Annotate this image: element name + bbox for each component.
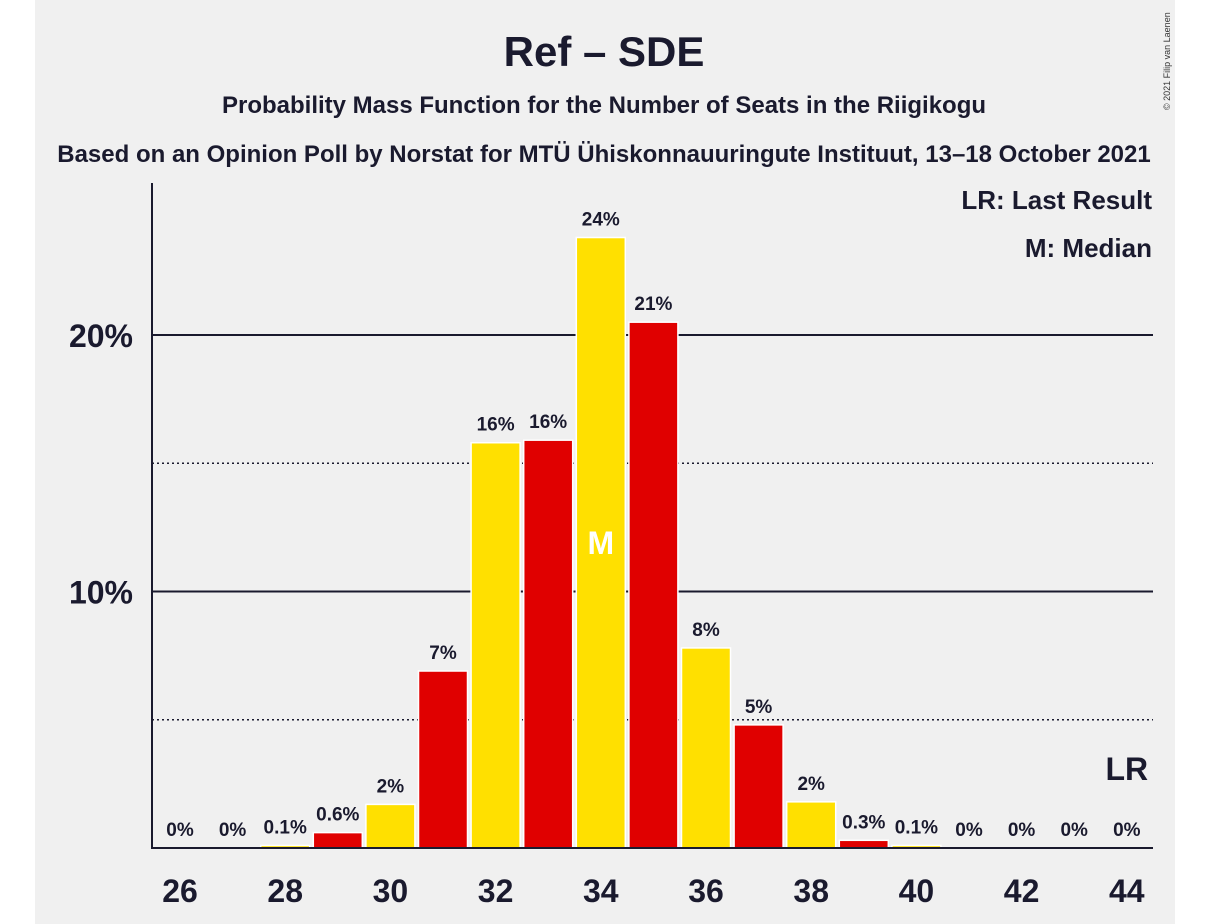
x-tick-label: 36 xyxy=(688,873,724,909)
bars: 0% 0% 0.1% 0.6% 2% 7% 16% 16% 24% M 21% 8% 5% 2% 0.3% 0… xyxy=(166,210,1148,849)
bar xyxy=(785,801,837,849)
data-label: 0.1% xyxy=(264,817,307,838)
x-tick-label: 30 xyxy=(373,873,409,909)
chart-title: Ref – SDE xyxy=(504,28,705,75)
data-label: 8% xyxy=(692,620,720,641)
last-result-marker: LR xyxy=(1105,751,1148,787)
data-label: 2% xyxy=(377,776,405,797)
bar xyxy=(312,831,364,849)
bar xyxy=(733,724,784,849)
y-tick-label: 10% xyxy=(69,575,133,611)
x-tick-label: 28 xyxy=(267,873,303,909)
data-label: 0% xyxy=(166,820,194,841)
data-label: 0% xyxy=(955,820,983,841)
y-tick-label: 20% xyxy=(69,318,133,354)
axes: 26 28 30 32 34 36 38 40 42 44 xyxy=(151,183,1153,909)
x-tick-label: 26 xyxy=(162,873,198,909)
x-tick-label: 38 xyxy=(793,873,829,909)
data-label: 0.3% xyxy=(842,812,885,833)
data-label: 21% xyxy=(634,294,672,315)
bar xyxy=(628,321,679,849)
bar xyxy=(575,236,627,849)
bar xyxy=(838,839,890,849)
bar xyxy=(522,439,574,849)
bar xyxy=(680,647,732,849)
legend-last-result: LR: Last Result xyxy=(961,185,1152,215)
x-tick-label: 40 xyxy=(899,873,935,909)
data-label: 0% xyxy=(219,820,247,841)
data-label: 0% xyxy=(1008,820,1036,841)
median-marker: M xyxy=(587,525,614,561)
data-label: 0.1% xyxy=(895,817,938,838)
bar xyxy=(470,441,521,849)
data-label: 16% xyxy=(477,415,515,436)
bar xyxy=(365,803,416,849)
chart-subtitle: Probability Mass Function for the Number… xyxy=(222,92,986,119)
data-label: 0% xyxy=(1060,820,1088,841)
bar xyxy=(417,670,469,849)
x-tick-label: 34 xyxy=(583,873,619,909)
data-label: 5% xyxy=(745,697,773,718)
data-label: 0% xyxy=(1113,820,1141,841)
data-label: 24% xyxy=(582,210,620,231)
data-label: 0.6% xyxy=(316,805,359,826)
data-label: 7% xyxy=(429,643,457,664)
chart-source: Based on an Opinion Poll by Norstat for … xyxy=(57,141,1150,168)
data-label: 16% xyxy=(529,412,567,433)
x-tick-label: 42 xyxy=(1004,873,1040,909)
data-label: 2% xyxy=(797,774,825,795)
x-tick-label: 32 xyxy=(478,873,514,909)
x-tick-label: 44 xyxy=(1109,873,1145,909)
copyright-notice: © 2021 Filip van Laenen xyxy=(1162,12,1172,110)
legend-median: M: Median xyxy=(1025,233,1152,263)
